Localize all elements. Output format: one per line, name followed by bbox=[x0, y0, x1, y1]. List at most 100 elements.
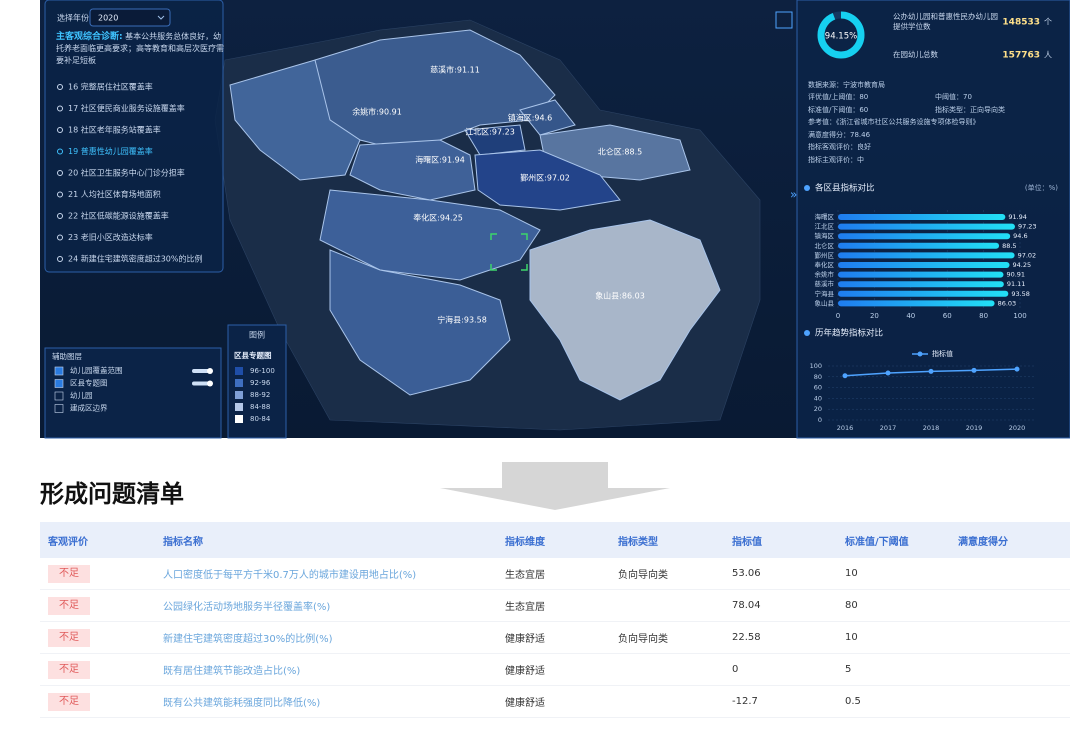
y-tick-label: 0 bbox=[818, 416, 822, 424]
legend-class: 92-96 bbox=[250, 379, 271, 387]
seats-unit: 个 bbox=[1044, 18, 1052, 27]
point bbox=[885, 370, 891, 376]
table-cell bbox=[950, 653, 1070, 686]
legend-marker bbox=[917, 351, 923, 357]
evaluation-tag: 不足 bbox=[48, 660, 90, 679]
table-cell: 10 bbox=[837, 621, 950, 654]
indicator-dot bbox=[57, 213, 63, 219]
evaluation-tag: 不足 bbox=[48, 628, 90, 647]
arrow bbox=[440, 462, 670, 510]
donut-arc bbox=[817, 11, 865, 59]
diagnosis: 主客观综合诊断: 基本公共服务总体良好，幼托养老面临更高要求；高等教育和高层次医… bbox=[56, 31, 224, 67]
x-tick-label: 2017 bbox=[880, 424, 897, 432]
layer-checkbox[interactable] bbox=[54, 391, 64, 401]
map-label: 余姚市:90.91 bbox=[352, 107, 402, 117]
table-cell: 健康舒适 bbox=[497, 653, 610, 686]
indicator-item[interactable]: 22 社区低碳能源设施覆盖率 bbox=[68, 211, 169, 221]
bar bbox=[838, 271, 1004, 278]
table-cell: 不足 bbox=[40, 621, 155, 654]
legend-swatch bbox=[235, 391, 243, 399]
table-cell: 健康舒适 bbox=[497, 621, 610, 654]
indicator-dot bbox=[57, 191, 63, 198]
table-cell: 既有居住建筑节能改造占比(%) bbox=[155, 653, 497, 686]
legend-swatch bbox=[235, 367, 243, 375]
indicator-item[interactable]: 17 社区便民商业服务设施覆盖率 bbox=[68, 103, 185, 113]
table-cell: 不足 bbox=[40, 685, 155, 718]
x-tick-label: 40 bbox=[906, 312, 915, 320]
map-label: 镇海区:94.6 bbox=[508, 113, 553, 123]
column-header: 满意度得分 bbox=[950, 522, 1070, 558]
layer-slider[interactable] bbox=[192, 381, 212, 386]
table-cell: 既有公共建筑能耗强度同比降低(%) bbox=[155, 685, 497, 718]
column-header: 指标名称 bbox=[155, 522, 497, 558]
collapse-toggle[interactable]: » bbox=[790, 188, 797, 202]
table-cell: 22.58 bbox=[724, 621, 837, 654]
table-cell: 0.5 bbox=[837, 685, 950, 718]
map-label: 宁海县:93.58 bbox=[437, 315, 487, 325]
down-arrow bbox=[440, 462, 670, 510]
bar-value-label: 97.02 bbox=[1018, 251, 1037, 259]
info-line: 指标客观评价：良好 bbox=[808, 142, 871, 151]
table-row: 不足 既有居住建筑节能改造占比(%) 健康舒适 0 5 bbox=[40, 653, 1070, 686]
bar bbox=[838, 262, 1010, 268]
indicator-item[interactable]: 20 社区卫生服务中心门诊分担率 bbox=[68, 168, 185, 178]
x-tick-label: 2018 bbox=[923, 424, 940, 432]
table-cell bbox=[610, 685, 724, 718]
indicator-item[interactable]: 24 新建住宅建筑密度超过30%的比例 bbox=[68, 254, 203, 264]
indicator-item[interactable]: 23 老旧小区改造达标率 bbox=[68, 232, 153, 242]
indicator-item[interactable]: 16 完整居住社区覆盖率 bbox=[68, 82, 153, 92]
seats-label: 公办幼儿园和普惠性民办幼儿园提供学位数 bbox=[893, 12, 998, 31]
table-cell: 负向导向类 bbox=[610, 558, 724, 590]
table-cell: 生态宜居 bbox=[497, 558, 610, 590]
year-select[interactable] bbox=[89, 8, 171, 27]
y-tick-label: 象山县 bbox=[815, 298, 835, 307]
table-cell: 0 bbox=[724, 653, 837, 686]
info-line: 指标类型：正向导向类 bbox=[935, 105, 1005, 114]
point bbox=[1014, 366, 1020, 372]
table-cell: 80 bbox=[837, 589, 950, 622]
layer-checkbox[interactable] bbox=[54, 366, 64, 376]
table-cell: 公园绿化活动场地服务半径覆盖率(%) bbox=[155, 589, 497, 622]
y-tick-label: 60 bbox=[814, 384, 822, 392]
info-line: 数据来源：宁波市教育局 bbox=[808, 80, 885, 89]
layer-label: 幼儿园覆盖范围 bbox=[70, 365, 123, 375]
legend-class: 96-100 bbox=[250, 367, 275, 375]
slider-knob bbox=[207, 380, 213, 387]
legend-subtitle: 区县专题图 bbox=[234, 350, 272, 360]
bar-value-label: 97.23 bbox=[1018, 223, 1037, 231]
legend-class: 88-92 bbox=[250, 391, 270, 399]
y-tick-label: 余姚市 bbox=[815, 270, 835, 279]
indicator-dot bbox=[57, 234, 63, 241]
bar-value-label: 93.58 bbox=[1011, 290, 1030, 298]
header-row: 客观评价 指标名称 指标维度 指标类型 指标值 标准值/下阈值 满意度得分 bbox=[40, 522, 1070, 558]
table-cell bbox=[950, 621, 1070, 654]
bar bbox=[838, 252, 1015, 259]
table-cell: 10 bbox=[837, 558, 950, 590]
table-cell: 53.06 bbox=[724, 558, 837, 590]
table-cell: 不足 bbox=[40, 558, 155, 590]
column-header: 指标维度 bbox=[497, 522, 610, 558]
table-cell: 不足 bbox=[40, 589, 155, 622]
layer-slider[interactable] bbox=[192, 369, 212, 373]
layer-checkbox[interactable] bbox=[54, 404, 64, 413]
section-bullet bbox=[804, 330, 810, 336]
x-tick-label: 100 bbox=[1013, 312, 1026, 320]
map-label: 象山县:86.03 bbox=[595, 291, 645, 301]
table-cell bbox=[950, 558, 1070, 590]
column-header: 指标类型 bbox=[610, 522, 724, 558]
section-title: 形成问题清单 bbox=[40, 480, 184, 508]
panel-icon[interactable] bbox=[775, 11, 793, 29]
bar-value-label: 91.94 bbox=[1008, 213, 1027, 221]
y-tick-label: 北仑区 bbox=[815, 241, 835, 250]
indicator-item[interactable]: 19 普惠性幼儿园覆盖率 bbox=[68, 146, 153, 156]
layer-checkbox[interactable] bbox=[54, 379, 64, 388]
filter-year[interactable]: 2020 bbox=[98, 14, 118, 23]
bar bbox=[838, 223, 1015, 230]
indicator-item[interactable]: 18 社区老年服务站覆盖率 bbox=[68, 125, 161, 135]
column-header: 标准值/下阈值 bbox=[837, 522, 950, 558]
diagnosis-text: 基本公共服务总体良好，幼托养老面临更高要求；高等教育和高层次医疗需要补足短板 bbox=[56, 32, 224, 65]
y-tick-label: 江北区 bbox=[815, 223, 835, 231]
donut-label: 94.15% bbox=[825, 32, 857, 42]
indicator-item[interactable]: 21 人均社区体育场地面积 bbox=[68, 189, 161, 199]
table-cell: 负向导向类 bbox=[610, 621, 724, 654]
